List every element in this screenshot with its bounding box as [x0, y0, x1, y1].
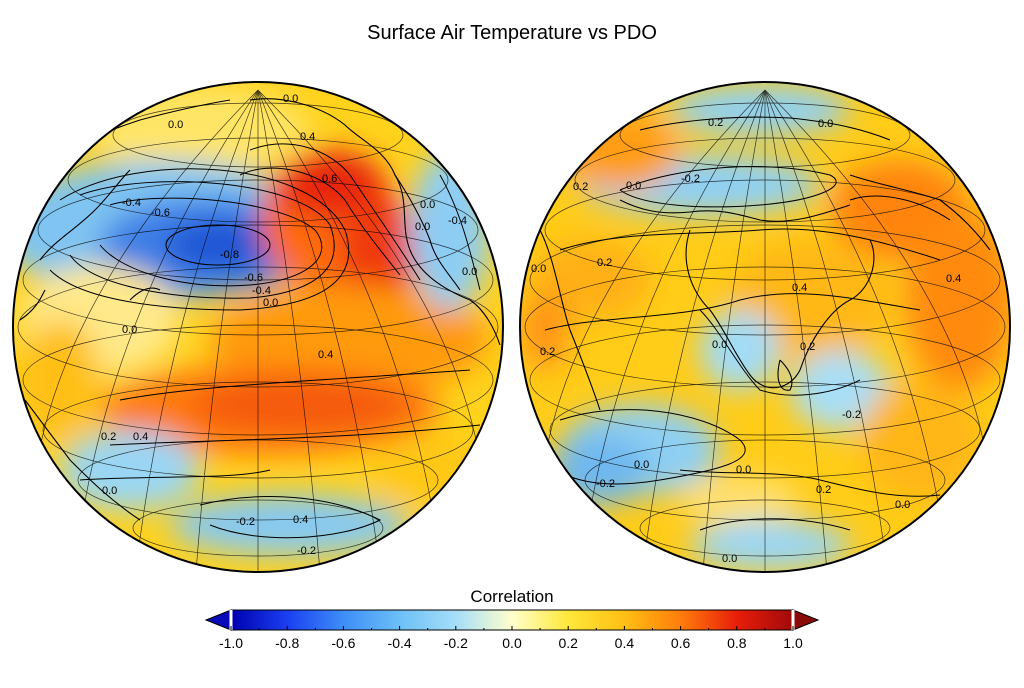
atlantic-coastlines — [539, 116, 991, 411]
contour-label: 0.0 — [415, 221, 430, 233]
contour-label: -0.4 — [122, 197, 141, 209]
contour-label: -0.2 — [596, 478, 615, 490]
atlantic-globe-outline — [519, 81, 1011, 573]
contour-label: 0.0 — [283, 93, 298, 105]
contour-label: 0.0 — [122, 324, 137, 336]
contour-label: 0.4 — [293, 514, 308, 526]
colorbar-extend-min — [204, 609, 232, 631]
atlantic-contours — [544, 166, 951, 531]
contour-label: 0.2 — [800, 341, 815, 353]
contour-label: -0.8 — [220, 249, 239, 261]
contour-label: 0.4 — [946, 273, 961, 285]
map-title: Surface Air Temperature vs PDO — [367, 22, 657, 44]
colorbar-tick-label: -0.2 — [444, 635, 468, 651]
contour-label: 0.4 — [792, 282, 807, 294]
contour-label: 0.2 — [540, 346, 555, 358]
pacific-contour-labels: 0.0 -0.4 -0.6 -0.8 -0.6 -0.4 0.0 0.0 0.4… — [101, 93, 477, 557]
colorbar-tick-label: 0.8 — [727, 635, 747, 651]
contour-label: -0.4 — [448, 215, 467, 227]
colorbar-tick-label: 0.4 — [615, 635, 635, 651]
pacific-graticule — [17, 89, 499, 572]
contour-label: 0.0 — [712, 339, 727, 351]
contour-label: 0.2 — [101, 431, 116, 443]
contour-label: 0.2 — [816, 484, 831, 496]
contour-label: 0.0 — [462, 266, 477, 278]
colorbar-label: Correlation — [470, 587, 553, 606]
colorbar-ticks: -1.0 -0.8 -0.6 -0.4 -0.2 0.0 0.2 0.4 0.6 0.8 1.0 — [219, 626, 803, 651]
pacific-contours — [49, 143, 481, 539]
contour-label: 0.0 — [420, 199, 435, 211]
colorbar-tick-label: -0.4 — [388, 635, 412, 651]
contour-label: 0.0 — [736, 464, 751, 476]
contour-label: -0.2 — [681, 173, 700, 185]
contour-label: 0.2 — [597, 257, 612, 269]
contour-label: 0.0 — [263, 297, 278, 309]
contour-label: 0.0 — [722, 553, 737, 565]
colorbar-extend-max — [792, 609, 820, 631]
globe-pacific: 0.0 -0.4 -0.6 -0.8 -0.6 -0.4 0.0 0.0 0.4… — [12, 81, 504, 573]
contour-label: 0.4 — [133, 431, 148, 443]
contour-label: 0.0 — [102, 485, 117, 497]
colorbar-tick-label: 0.0 — [502, 635, 522, 651]
contour-label: 0.6 — [322, 173, 337, 185]
colorbar-tick-label: -0.6 — [331, 635, 355, 651]
contour-label: -0.4 — [252, 285, 271, 297]
colorbar-tick-label: -1.0 — [219, 635, 243, 651]
contour-label: -0.2 — [842, 409, 861, 421]
contour-label: -0.6 — [151, 207, 170, 219]
contour-label: 0.0 — [531, 263, 546, 275]
globe-atlantic-indian: 0.2 0.2 0.0 -0.2 0.0 0.0 0.2 0.4 0.4 0.0… — [519, 81, 1011, 573]
colorbar-tick-label: 0.6 — [671, 635, 691, 651]
pacific-coastlines — [19, 98, 501, 521]
contour-label: 0.0 — [895, 499, 910, 511]
colorbar-tick-label: -0.8 — [275, 635, 299, 651]
colorbar-tick-label: 1.0 — [783, 635, 803, 651]
contour-label: 0.4 — [318, 349, 333, 361]
contour-label: 0.4 — [300, 131, 315, 143]
contour-label: -0.6 — [244, 272, 263, 284]
colorbar: Correlation -1.0 -0.8 -0.6 -0.4 -0.2 0.0 0.2 0.… — [204, 587, 820, 651]
contour-label: 0.0 — [168, 119, 183, 131]
contour-label: -0.2 — [297, 545, 316, 557]
atlantic-field — [520, 82, 1010, 572]
colorbar-tick-label: 0.2 — [558, 635, 578, 651]
contour-label: 0.2 — [708, 117, 723, 129]
contour-label: 0.2 — [573, 181, 588, 193]
atlantic-contour-labels: 0.2 0.2 0.0 -0.2 0.0 0.0 0.2 0.4 0.4 0.0… — [531, 117, 961, 565]
contour-label: 0.0 — [818, 118, 833, 130]
contour-label: 0.0 — [634, 459, 649, 471]
contour-label: -0.2 — [236, 516, 255, 528]
pacific-globe-outline — [12, 81, 504, 573]
contour-label: 0.0 — [626, 180, 641, 192]
